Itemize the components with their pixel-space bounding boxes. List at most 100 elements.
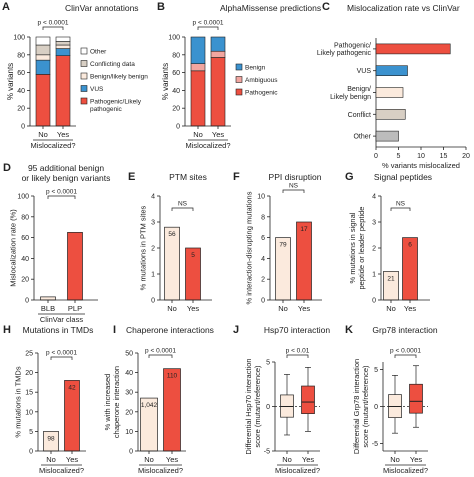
y-tick-label: 25 (25, 351, 33, 358)
panel-letter: I (113, 324, 116, 336)
y-tick-label: 6 (261, 235, 265, 242)
x-tick-label: Yes (212, 130, 224, 139)
significance-label: NS (396, 201, 406, 208)
y-tick-label: 80 (17, 52, 25, 59)
x-tick-label: Yes (298, 304, 310, 313)
x-axis-title: Mislocalized? (383, 466, 428, 475)
y-tick-label: 8 (261, 214, 265, 221)
bar-count-label: 42 (68, 384, 76, 391)
legend-label: VUS (90, 86, 104, 93)
chart-title: Mislocalization rate vs ClinVar (347, 3, 460, 13)
x-axis-title: Mislocalized? (185, 141, 230, 150)
stacked-bar-segment (35, 74, 51, 127)
legend-label: pathogenic (90, 106, 123, 113)
y-axis-title: peptide or leader peptide (357, 207, 366, 290)
x-tick-label: 5 (397, 153, 401, 160)
x-tick-label: No (144, 455, 154, 464)
bar (163, 368, 181, 452)
stacked-bar-segment (55, 36, 71, 42)
y-tick-label: 4 (151, 194, 155, 201)
y-tick-label: 0 (372, 298, 376, 305)
significance-label: p < 0.0001 (193, 20, 224, 27)
y-tick-label: 10 (257, 194, 265, 201)
x-axis-title: Mislocalized? (275, 466, 320, 475)
y-tick-label: 0 (374, 404, 378, 411)
significance-label: p < 0.0001 (38, 20, 69, 27)
x-tick-label: 20 (462, 153, 470, 160)
significance-bracket (394, 354, 417, 358)
y-axis-title: % with increased (103, 374, 112, 431)
y-tick-label: -5 (372, 441, 378, 448)
y-tick-label: 20 (172, 106, 180, 113)
significance-label: p < 0.01 (286, 348, 310, 355)
bar-count-label: 56 (168, 231, 176, 238)
bar-count-label: 110 (167, 373, 178, 380)
chart-title: Mutations in TMDs (23, 325, 94, 335)
stacked-bar-segment (190, 70, 206, 127)
stacked-bar-segment (190, 36, 206, 65)
y-tick-label: 80 (172, 52, 180, 59)
y-tick-label: 0 (261, 298, 265, 305)
y-tick-label: 40 (125, 370, 133, 377)
chart-title: PTM sites (169, 172, 207, 182)
bar-count-label: 21 (387, 275, 395, 282)
x-tick-label: No (390, 455, 400, 464)
bar-count-label: 17 (300, 226, 308, 233)
y-tick-label: 100 (13, 35, 25, 42)
stacked-bar-segment (190, 63, 206, 72)
chart-title: ClinVar annotations (65, 3, 139, 13)
y-tick-label: 100 (17, 194, 29, 201)
x-tick-label: No (193, 130, 203, 139)
y-tick-label: 0 (266, 404, 270, 411)
chart-title: Signal peptides (374, 172, 432, 182)
bar-count-label: 5 (191, 252, 195, 259)
bar-count-label: 98 (47, 435, 55, 442)
legend-swatch (235, 88, 243, 96)
x-axis-title: Mislocalized? (138, 466, 183, 475)
x-tick-label: Yes (57, 130, 69, 139)
y-tick-label: 60 (172, 70, 180, 77)
stacked-bar-segment (55, 41, 71, 46)
stacked-bar-segment (210, 57, 226, 127)
category-label: Benign/ (347, 86, 371, 93)
legend-swatch (235, 76, 243, 83)
panel-letter: G (345, 171, 354, 183)
bar-count-label: 1,042 (141, 402, 158, 409)
stacked-bar-segment (35, 54, 51, 61)
y-tick-label: 3 (151, 220, 155, 227)
y-axis-title: % interaction-disrupting mutations (245, 191, 254, 304)
y-tick-label: 1 (372, 272, 376, 279)
bar (40, 296, 56, 301)
x-tick-label: 10 (417, 153, 425, 160)
y-axis-title: score (mutant/reference) (361, 365, 370, 448)
significance-label: NS (289, 183, 299, 190)
y-tick-label: 80 (21, 214, 29, 221)
x-tick-label: 15 (440, 153, 448, 160)
x-tick-label: BLB (41, 304, 55, 313)
x-axis-title: ClinVar class (40, 315, 83, 324)
y-tick-label: 40 (21, 256, 29, 263)
y-tick-label: 0 (25, 298, 29, 305)
y-axis-title: % mutations in TMDs (14, 366, 23, 437)
y-tick-label: 0 (29, 449, 33, 456)
y-tick-label: 50 (125, 351, 133, 358)
panel-letter: E (128, 171, 135, 183)
y-tick-label: 2 (372, 246, 376, 253)
chart-title: Grp78 interaction (372, 325, 437, 335)
category-label: Conflict (348, 112, 371, 119)
stacked-bar-segment (35, 44, 51, 56)
legend-swatch (235, 63, 243, 71)
y-tick-label: -5 (264, 449, 270, 456)
legend-label: Other (90, 49, 107, 56)
horizontal-bar (375, 43, 451, 55)
y-tick-label: 60 (17, 70, 25, 77)
y-tick-label: 0 (129, 449, 133, 456)
panel-letter: A (2, 1, 10, 13)
bar (67, 232, 83, 301)
chart-title: PPI disruption (269, 172, 322, 182)
significance-bracket (47, 195, 76, 199)
significance-label: p < 0.0001 (46, 350, 77, 357)
y-tick-label: 5 (374, 367, 378, 374)
stacked-bar-segment (35, 36, 51, 46)
